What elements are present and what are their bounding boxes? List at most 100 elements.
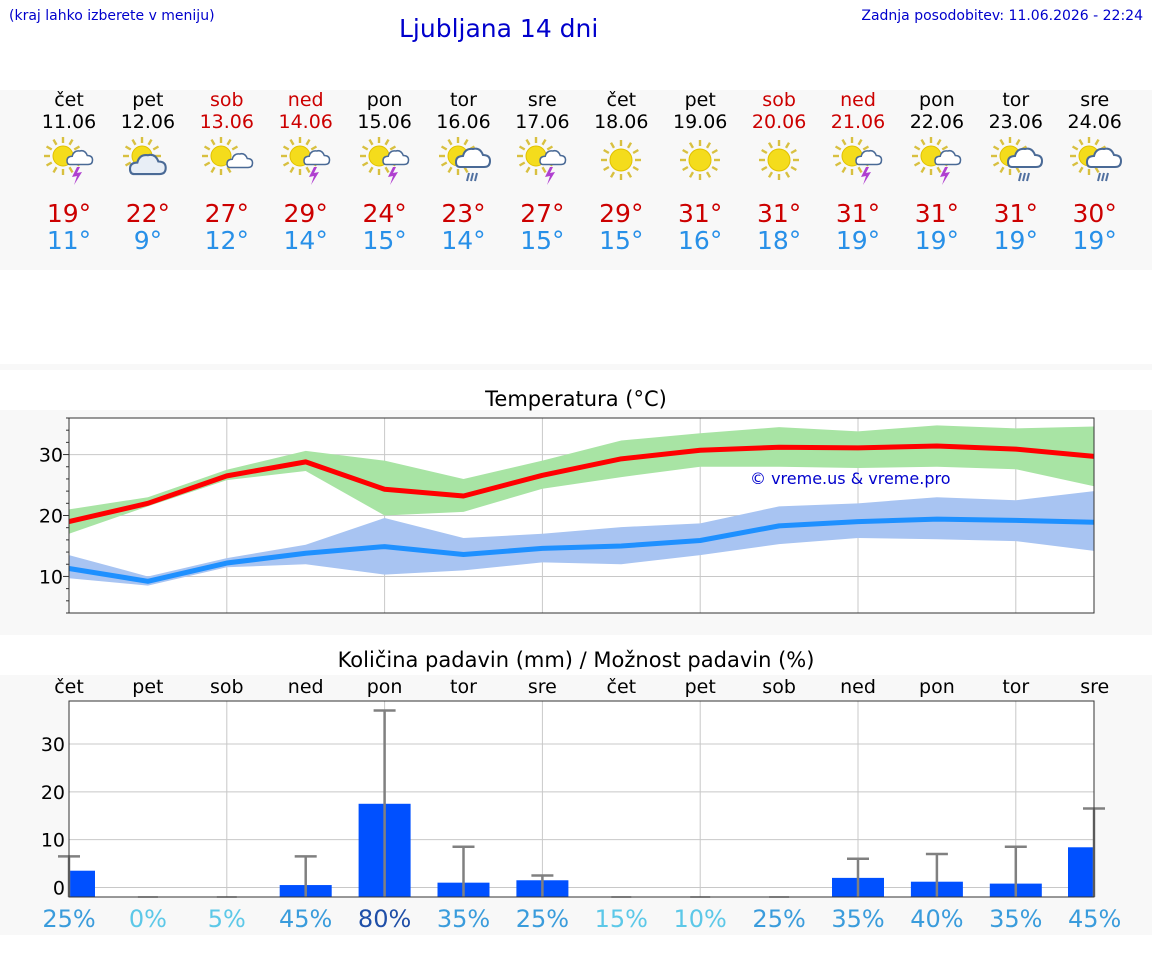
- day-date: 22.06: [909, 111, 965, 133]
- precipitation-chance: 35%: [989, 905, 1043, 933]
- precipitation-chance: 0%: [128, 905, 167, 933]
- day-date: 19.06: [672, 111, 728, 133]
- last-update: Zadnja posodobitev: 11.06.2026 - 22:24: [861, 8, 1143, 24]
- max-temperature: 30°: [1072, 199, 1117, 228]
- day-name: pon: [366, 89, 403, 111]
- precipitation-day-label: ned: [840, 676, 876, 698]
- max-temperature: 29°: [599, 199, 644, 228]
- precipitation-chance: 35%: [436, 905, 491, 933]
- day-name: tor: [450, 89, 477, 111]
- sun-small-cloud-icon: [199, 135, 255, 189]
- day-name: sre: [1080, 89, 1110, 111]
- day-date: 20.06: [751, 111, 807, 133]
- max-temperature: 31°: [756, 199, 802, 228]
- sun-cloud-rain-icon: [988, 135, 1044, 189]
- daily-forecast-strip: [0, 90, 1152, 270]
- precipitation-day-label: ned: [287, 676, 324, 698]
- day-date: 21.06: [830, 111, 886, 133]
- max-temperature: 24°: [362, 199, 407, 228]
- day-name: čet: [606, 89, 637, 111]
- precipitation-bar: [1068, 847, 1094, 897]
- precipitation-chance: 25%: [42, 905, 96, 933]
- max-temperature: 31°: [835, 199, 881, 228]
- sun-cloud-storm-icon: [514, 135, 570, 189]
- sun-icon: [593, 135, 649, 189]
- max-temperature-line: [68, 443, 1095, 525]
- precipitation-chart: 0 10 20 30: [41, 700, 1105, 899]
- sun-cloud-rain-icon: [436, 135, 492, 189]
- day-name: sob: [210, 89, 244, 111]
- sun-cloud-storm-icon: [357, 135, 413, 189]
- sun-cloud-rain-icon: [1067, 135, 1123, 189]
- precipitation-day-label: sob: [210, 676, 244, 698]
- max-temperature: 27°: [204, 199, 249, 228]
- precipitation-chance: 80%: [357, 905, 412, 933]
- day-date: 14.06: [278, 111, 333, 133]
- plot-border: [68, 417, 1095, 614]
- min-temperature: 16°: [678, 226, 723, 255]
- precipitation-chance: 25%: [515, 905, 570, 933]
- precipitation-day-label: tor: [450, 676, 477, 698]
- precipitation-chance: 35%: [831, 905, 885, 933]
- min-temperature: 19°: [1072, 226, 1117, 255]
- y-tick-label: 30: [41, 734, 65, 756]
- plot-border: [68, 700, 1095, 898]
- max-temperature: 31°: [993, 199, 1038, 228]
- day-name: pon: [919, 89, 955, 111]
- day-date: 15.06: [357, 111, 412, 133]
- y-tick-label: 10: [41, 830, 65, 852]
- sun-cloud-storm-icon: [278, 135, 334, 189]
- min-temperature: 12°: [204, 226, 249, 255]
- min-temperature: 15°: [599, 226, 644, 255]
- precipitation-day-label: čet: [606, 676, 637, 698]
- y-tick-label: 30: [39, 445, 63, 467]
- precipitation-day-label: pet: [684, 676, 716, 698]
- sun-icon: [751, 135, 807, 189]
- y-tick-label: 0: [53, 877, 65, 899]
- precipitation-day-label: tor: [1002, 676, 1030, 698]
- max-temperature: 29°: [283, 199, 328, 228]
- day-date: 24.06: [1067, 111, 1122, 133]
- max-temperature: 22°: [125, 199, 171, 228]
- min-temperature: 19°: [835, 226, 881, 255]
- plot-area: [69, 701, 1094, 897]
- divider: [0, 364, 1152, 370]
- precipitation-day-label: sob: [762, 676, 796, 698]
- precipitation-chance: 45%: [1068, 905, 1122, 933]
- sun-cloud-storm-icon: [41, 135, 97, 189]
- min-temperature-range: [69, 491, 1094, 586]
- sun-cloud-storm-icon: [909, 135, 965, 189]
- precipitation-day-label: pon: [919, 676, 955, 698]
- day-name: čet: [54, 89, 84, 111]
- day-name: sob: [762, 89, 796, 111]
- sun-cloud-storm-icon: [830, 135, 886, 189]
- day-date: 18.06: [594, 111, 649, 133]
- min-temperature: 14°: [441, 226, 486, 255]
- precipitation-chart-title: Količina padavin (mm) / Možnost padavin …: [337, 648, 815, 672]
- max-temperature-range: [69, 425, 1094, 534]
- sun-cloud-icon: [120, 135, 176, 189]
- precipitation-day-label: sre: [527, 676, 557, 698]
- precipitation-day-label: pet: [132, 676, 164, 698]
- day-date: 11.06: [41, 111, 97, 133]
- precipitation-bar: [69, 870, 95, 897]
- min-temperature: 19°: [914, 226, 960, 255]
- day-date: 13.06: [199, 111, 254, 133]
- min-temperature: 11°: [46, 226, 92, 255]
- min-temperature: 15°: [520, 226, 565, 255]
- max-temperature: 27°: [520, 199, 565, 228]
- temperature-chart-title: Temperatura (°C): [485, 387, 667, 411]
- day-date: 16.06: [436, 111, 491, 133]
- precipitation-chance: 15%: [594, 905, 648, 933]
- min-temperature: 14°: [283, 226, 328, 255]
- y-tick-label: 20: [41, 782, 65, 804]
- day-date: 23.06: [988, 111, 1043, 133]
- min-temperature: 9°: [133, 226, 163, 255]
- day-date: 17.06: [515, 111, 570, 133]
- min-temperature-line: [68, 516, 1095, 584]
- precipitation-chance: 10%: [673, 905, 727, 933]
- precipitation-chance: 5%: [207, 905, 246, 933]
- max-temperature: 23°: [441, 199, 486, 228]
- y-tick-label: 20: [39, 506, 63, 528]
- max-temperature: 19°: [46, 199, 92, 228]
